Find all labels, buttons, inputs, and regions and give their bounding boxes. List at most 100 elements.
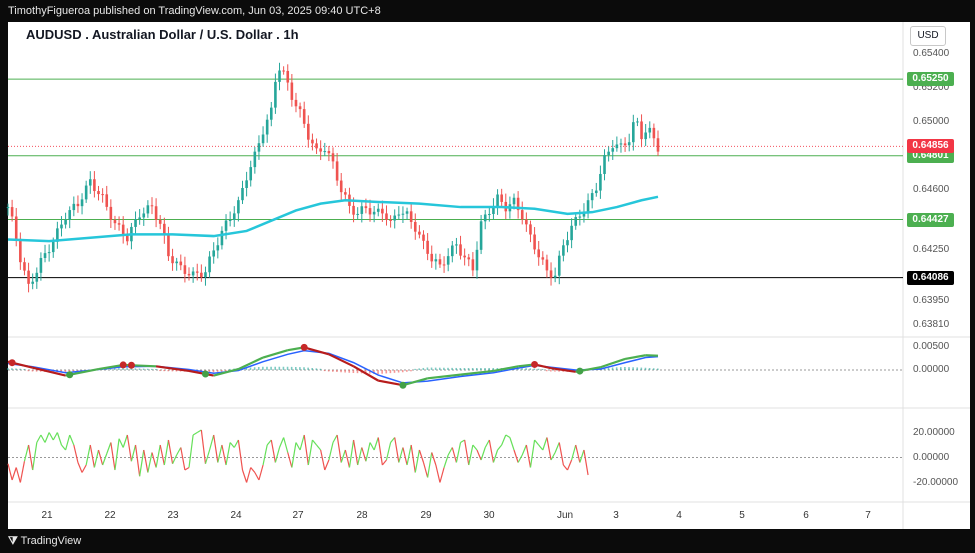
x-tick-label: 7 bbox=[865, 510, 871, 521]
candle-body bbox=[204, 272, 207, 278]
osc2-line-segment bbox=[266, 439, 272, 446]
candle-body bbox=[352, 205, 355, 215]
osc2-line-segment bbox=[167, 439, 174, 464]
osc2-line-segment bbox=[422, 462, 429, 478]
candle-body bbox=[237, 200, 240, 214]
osc1-histogram-bar bbox=[414, 368, 416, 370]
candle-body bbox=[105, 194, 109, 207]
osc1-histogram-bar bbox=[636, 367, 639, 370]
osc2-line-segment bbox=[56, 432, 63, 446]
osc1-histogram-bar bbox=[648, 368, 651, 370]
osc1-histogram-bar bbox=[278, 366, 281, 370]
candle-body bbox=[88, 179, 92, 186]
osc1-histogram-bar bbox=[282, 366, 285, 370]
osc2-line-segment bbox=[431, 452, 437, 466]
osc2-line-segment bbox=[254, 472, 260, 481]
osc1-histogram-bar bbox=[60, 370, 63, 373]
osc1-histogram-bar bbox=[459, 368, 462, 370]
x-tick-label: 30 bbox=[483, 510, 495, 521]
osc1-histogram-bar bbox=[64, 370, 67, 373]
candle-body bbox=[167, 235, 170, 257]
osc2-line-segment bbox=[217, 444, 223, 463]
osc1-y-tick: 0.00500 bbox=[913, 340, 950, 352]
osc1-histogram-bar bbox=[257, 367, 260, 370]
osc2-line-segment bbox=[538, 444, 544, 451]
candle-body bbox=[525, 219, 528, 225]
candle-body bbox=[467, 257, 471, 260]
candle-body bbox=[533, 234, 536, 250]
candle-body bbox=[319, 148, 322, 152]
osc1-histogram-bar bbox=[480, 368, 482, 370]
osc1-histogram-bar bbox=[303, 367, 305, 370]
osc1-fast-line bbox=[303, 346, 330, 356]
x-tick-label: 4 bbox=[676, 510, 682, 521]
osc2-line-segment bbox=[102, 453, 108, 466]
osc2-line-segment bbox=[488, 439, 495, 463]
osc2-line-segment bbox=[180, 447, 186, 471]
osc2-line-segment bbox=[114, 438, 120, 471]
candle-body bbox=[134, 219, 137, 227]
footer-brand: TradingView bbox=[20, 535, 82, 547]
osc1-fast-line bbox=[98, 363, 124, 371]
osc1-histogram-bar bbox=[323, 370, 326, 372]
currency-selector[interactable]: USD bbox=[910, 26, 946, 46]
candle-body bbox=[356, 213, 359, 215]
osc2-line-segment bbox=[377, 437, 383, 466]
osc1-histogram-bar bbox=[175, 370, 178, 372]
candle-body bbox=[228, 220, 232, 222]
x-tick-label: 27 bbox=[292, 510, 304, 521]
candle-body bbox=[245, 180, 248, 188]
osc2-line-segment bbox=[69, 434, 75, 446]
osc2-line-segment bbox=[464, 439, 470, 466]
candle-body bbox=[372, 211, 376, 215]
osc2-line-segment bbox=[497, 444, 503, 451]
osc1-histogram-bar bbox=[109, 368, 112, 370]
osc2-line-segment bbox=[118, 438, 124, 448]
osc2-line-segment bbox=[484, 439, 490, 448]
candle-body bbox=[570, 225, 573, 241]
osc1-histogram-bar bbox=[488, 368, 490, 370]
candle-body bbox=[76, 203, 80, 207]
candle-body bbox=[442, 264, 446, 266]
candle-body bbox=[146, 205, 150, 214]
osc2-line-segment bbox=[93, 449, 100, 468]
osc2-line-segment bbox=[221, 444, 227, 466]
osc2-line-segment bbox=[151, 452, 157, 468]
osc1-histogram-bar bbox=[455, 367, 458, 370]
osc2-line-segment bbox=[196, 429, 202, 434]
candle-body bbox=[97, 191, 100, 195]
osc1-histogram-bar bbox=[430, 367, 433, 370]
osc2-line-segment bbox=[89, 444, 95, 468]
osc1-fast-line bbox=[493, 365, 519, 373]
osc1-histogram-bar bbox=[397, 370, 400, 373]
candle-body bbox=[360, 206, 364, 214]
osc2-line-segment bbox=[36, 434, 42, 443]
candle-body bbox=[14, 216, 18, 239]
osc1-histogram-bar bbox=[628, 367, 630, 370]
osc2-line-segment bbox=[451, 447, 457, 463]
chart-panel[interactable] bbox=[8, 22, 970, 529]
candle-body bbox=[549, 270, 553, 278]
candle-body bbox=[520, 210, 524, 220]
moving-average-line bbox=[7, 195, 659, 243]
osc1-histogram-bar bbox=[19, 368, 21, 370]
osc2-line-segment bbox=[52, 432, 58, 441]
osc2-line-segment bbox=[147, 452, 153, 473]
osc2-line-segment bbox=[274, 447, 281, 463]
x-tick-label: 28 bbox=[356, 510, 368, 521]
osc2-line-segment bbox=[229, 442, 235, 448]
osc2-line-segment bbox=[320, 449, 326, 471]
osc2-y-tick: -20.00000 bbox=[913, 476, 959, 488]
osc1-fast-line bbox=[328, 353, 355, 368]
osc1-histogram-bar bbox=[208, 370, 211, 373]
candle-body bbox=[455, 244, 458, 246]
candle-body bbox=[389, 219, 392, 221]
osc1-signal-dot bbox=[127, 361, 135, 369]
osc1-histogram-bar bbox=[484, 368, 486, 370]
osc1-histogram-bar bbox=[220, 370, 223, 372]
osc2-line-segment bbox=[316, 444, 322, 451]
osc2-line-segment bbox=[402, 447, 408, 466]
osc1-fast-line bbox=[188, 369, 214, 377]
candle-body bbox=[232, 213, 236, 221]
